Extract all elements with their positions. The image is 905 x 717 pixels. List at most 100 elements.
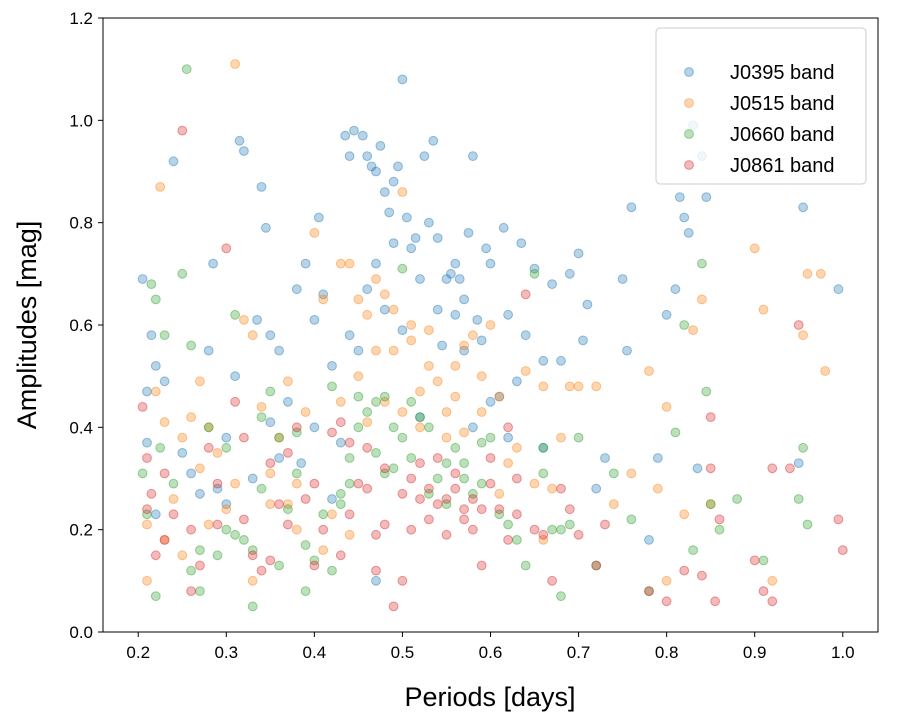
x-axis-label: Periods [days] [404,682,575,712]
data-point [529,524,540,535]
data-point [485,478,496,489]
data-point [450,391,461,402]
data-point [265,555,276,566]
data-point [476,560,487,571]
data-point [283,519,293,530]
data-point [309,555,320,566]
data-point [683,228,694,238]
data-point [221,504,232,515]
data-point [397,407,408,417]
data-point [600,519,610,530]
data-point [168,494,179,504]
data-point [679,565,690,576]
data-point [142,575,152,586]
data-point [230,309,241,320]
data-point [415,458,425,469]
data-point [468,151,478,162]
data-point [186,565,197,576]
data-point [428,135,439,146]
data-point [701,192,712,203]
data-point [520,366,531,376]
data-point [512,535,522,545]
data-point [371,448,381,458]
data-point [313,212,324,223]
data-point [454,274,465,284]
data-point [256,565,267,576]
data-point [424,488,434,499]
data-point [679,320,690,330]
data-point [578,335,588,346]
data-point [476,407,487,417]
data-point [688,545,698,555]
data-point [327,381,337,392]
data-point [450,258,461,269]
data-point [406,453,417,463]
data-point [300,258,311,269]
data-point [318,509,329,520]
data-point [494,509,505,520]
data-point [415,494,425,504]
data-point [318,294,329,305]
data-point [498,222,509,233]
data-point [146,488,157,499]
data-point [393,161,403,172]
data-point [379,304,390,315]
data-point [335,396,346,407]
data-point [296,458,307,469]
data-point [520,330,531,341]
data-point [353,422,364,433]
data-point [230,59,241,69]
data-point [252,315,263,325]
data-point [335,417,346,428]
data-point [221,442,232,453]
data-point [494,391,505,402]
data-point [450,483,461,494]
data-point [419,151,430,162]
data-point [538,442,549,453]
data-point [692,463,703,474]
data-point [432,233,443,243]
data-point [573,248,584,259]
data-point [274,453,285,463]
data-point [150,591,161,602]
data-point [758,304,769,315]
data-point [710,596,720,607]
data-point [573,432,584,443]
data-point [697,570,707,581]
data-point [556,355,566,366]
data-point [177,125,188,136]
data-point [274,432,285,443]
data-point [177,550,188,561]
data-point [608,499,619,510]
data-point [564,268,575,279]
data-point [142,519,152,530]
data-point [798,442,808,453]
data-point [300,407,311,417]
y-axis-label: Amplitudes [mag] [12,221,42,430]
data-point [274,345,285,356]
data-point [547,279,557,290]
data-point [379,187,390,197]
data-point [644,535,654,545]
data-point [432,473,443,484]
data-point [415,412,425,423]
data-point [758,586,769,596]
data-point [212,519,223,530]
data-point [256,182,267,192]
data-point [221,524,232,535]
data-point [375,141,386,151]
data-point [424,361,434,371]
data-point [767,575,778,586]
data-point [362,483,373,494]
data-point [291,468,302,479]
data-point [481,243,492,254]
data-point [432,453,443,463]
data-point [485,453,496,463]
data-point [820,366,831,376]
data-point [353,478,364,489]
data-point [195,488,205,499]
data-point [212,448,223,458]
data-point [441,499,452,510]
data-point [485,432,496,443]
data-point [397,187,408,197]
